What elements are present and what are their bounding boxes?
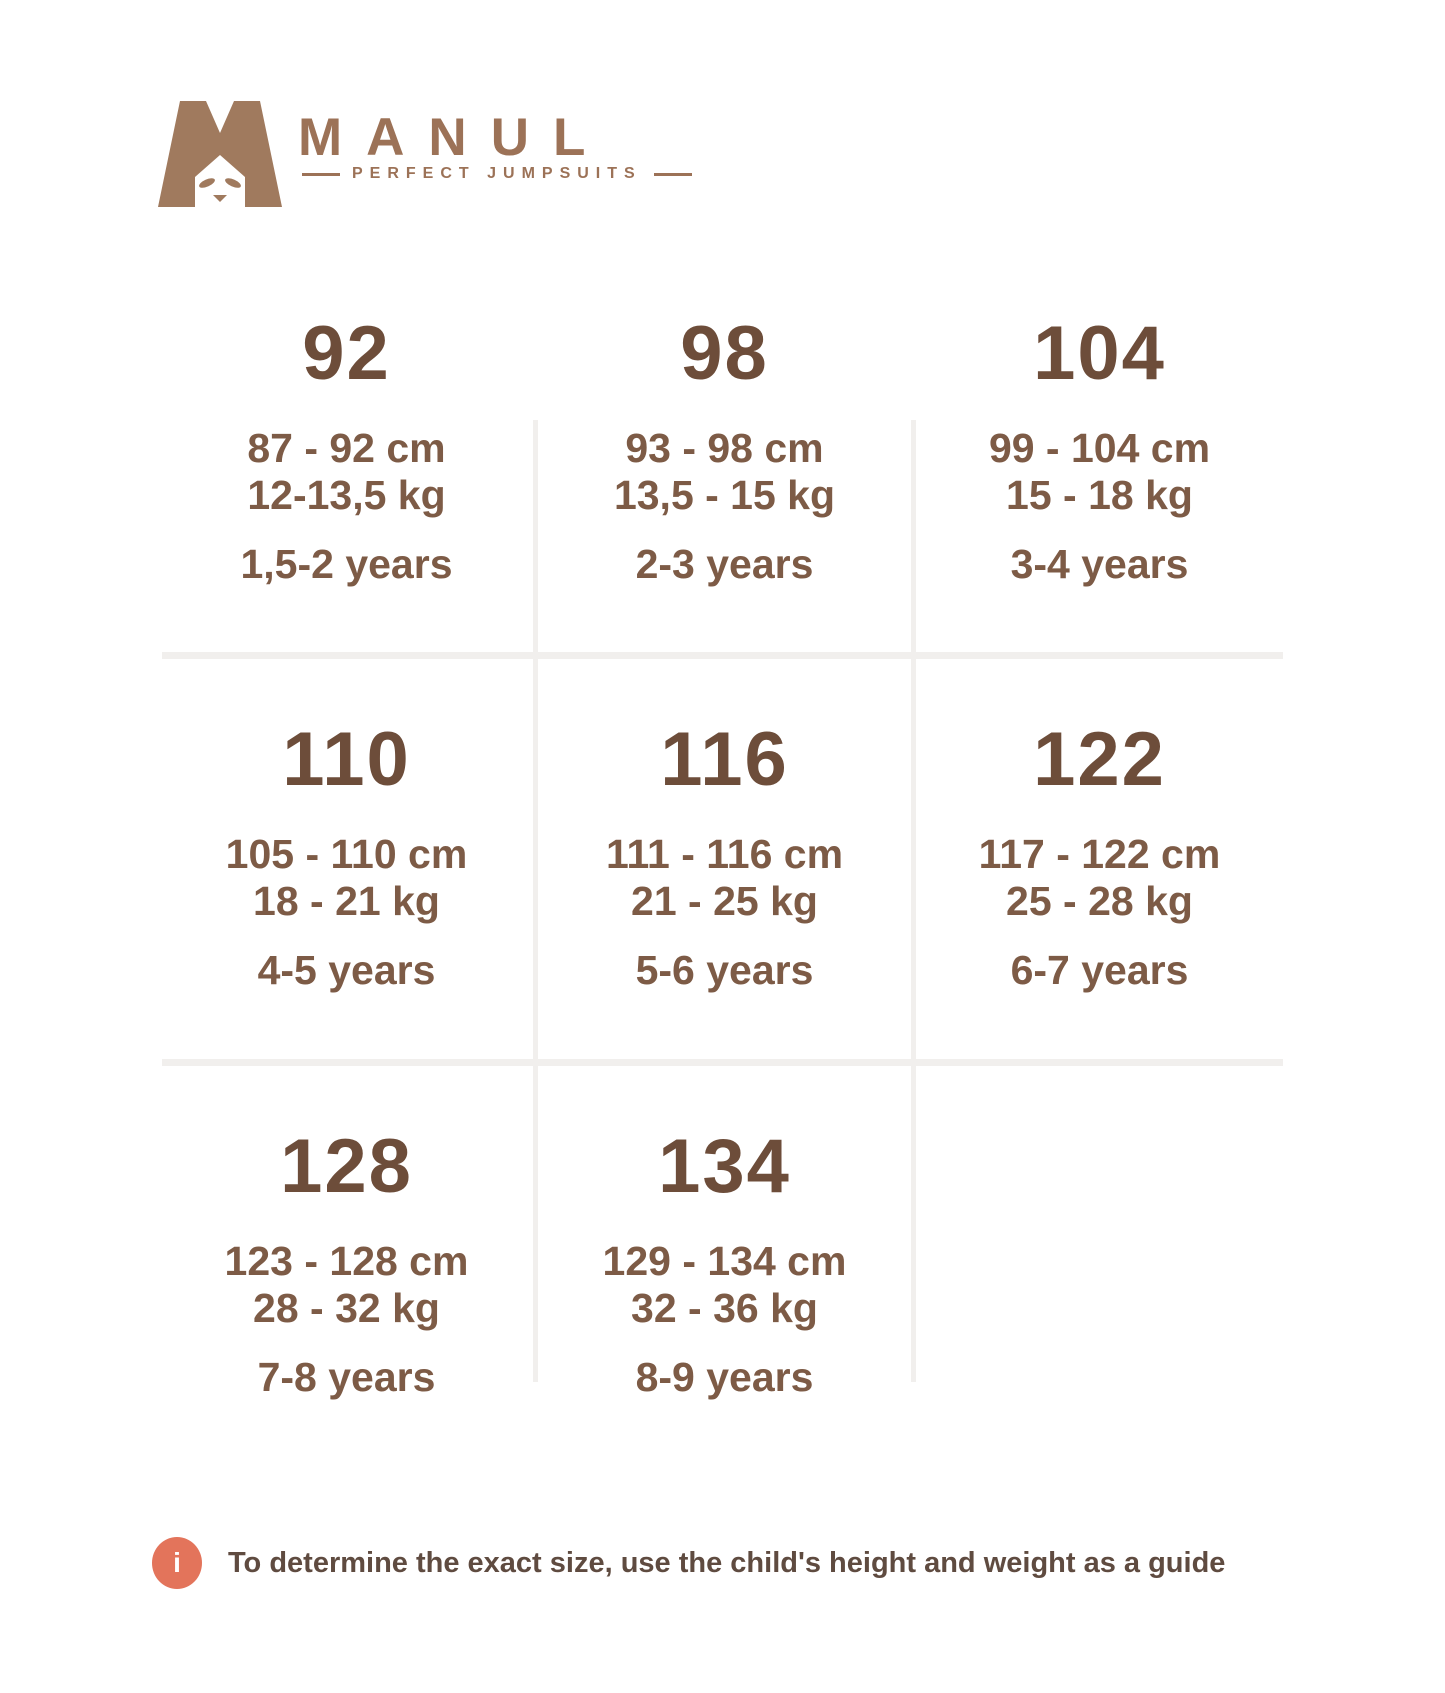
brand-logo: MANUL PERFECT JUMPSUITS: [150, 95, 692, 220]
size-label: 104: [1033, 311, 1166, 396]
height-range: 129 - 134 cm: [602, 1238, 847, 1284]
grid-horizontal-divider-2: [162, 1059, 1283, 1066]
height-range: 93 - 98 cm: [625, 425, 824, 471]
grid-vertical-divider: [911, 420, 916, 652]
age-range: 5-6 years: [635, 947, 814, 993]
brand-tagline-row: PERFECT JUMPSUITS: [302, 165, 692, 183]
age-range: 4-5 years: [257, 947, 436, 993]
size-label: 116: [660, 717, 789, 802]
height-range: 123 - 128 cm: [224, 1238, 469, 1284]
grid-horizontal-divider-1: [162, 652, 1283, 659]
grid-vertical-divider: [533, 1066, 538, 1382]
age-range: 3-4 years: [1010, 541, 1189, 587]
weight-range: 13,5 - 15 kg: [613, 472, 836, 518]
weight-range: 28 - 32 kg: [253, 1285, 440, 1331]
note-text: To determine the exact size, use the chi…: [228, 1546, 1226, 1579]
size-label: 128: [280, 1124, 413, 1209]
manul-cat-m-icon: [158, 101, 282, 207]
height-range: 117 - 122 cm: [978, 831, 1221, 877]
size-guide-note: i To determine the exact size, use the c…: [152, 1537, 1225, 1589]
size-label: 122: [1033, 717, 1166, 802]
age-range: 2-3 years: [635, 541, 814, 587]
height-range: 111 - 116 cm: [605, 831, 844, 877]
grid-vertical-divider: [533, 659, 538, 1059]
age-range: 7-8 years: [257, 1354, 436, 1400]
size-cell-104: 104 99 - 104 cm 15 - 18 kg 3-4 years: [916, 316, 1283, 588]
weight-range: 32 - 36 kg: [631, 1285, 818, 1331]
size-label: 110: [282, 717, 411, 802]
brand-name: MANUL: [298, 108, 610, 167]
size-cell-134: 134 129 - 134 cm 32 - 36 kg 8-9 years: [538, 1129, 911, 1401]
weight-range: 25 - 28 kg: [1006, 878, 1193, 924]
size-cell-92: 92 87 - 92 cm 12-13,5 kg 1,5-2 years: [160, 316, 533, 588]
weight-range: 21 - 25 kg: [631, 878, 818, 924]
weight-range: 18 - 21 kg: [253, 878, 440, 924]
size-cell-116: 116 111 - 116 cm 21 - 25 kg 5-6 years: [538, 722, 911, 994]
size-cell-122: 122 117 - 122 cm 25 - 28 kg 6-7 years: [916, 722, 1283, 994]
size-cell-98: 98 93 - 98 cm 13,5 - 15 kg 2-3 years: [538, 316, 911, 588]
info-icon: i: [152, 1537, 202, 1589]
grid-vertical-divider: [533, 420, 538, 652]
grid-vertical-divider: [911, 1066, 916, 1382]
tagline-left-dash: [302, 172, 340, 176]
age-range: 1,5-2 years: [240, 541, 453, 587]
grid-vertical-divider: [911, 659, 916, 1059]
age-range: 8-9 years: [635, 1354, 814, 1400]
brand-tagline: PERFECT JUMPSUITS: [352, 165, 642, 182]
height-range: 105 - 110 cm: [225, 831, 468, 877]
weight-range: 12-13,5 kg: [247, 472, 446, 518]
tagline-right-dash: [653, 172, 692, 176]
size-cell-128: 128 123 - 128 cm 28 - 32 kg 7-8 years: [160, 1129, 533, 1401]
size-label: 134: [658, 1124, 791, 1209]
size-label: 92: [302, 311, 391, 396]
size-label: 98: [680, 311, 769, 396]
height-range: 99 - 104 cm: [988, 425, 1211, 471]
age-range: 6-7 years: [1010, 947, 1189, 993]
height-range: 87 - 92 cm: [247, 425, 446, 471]
weight-range: 15 - 18 kg: [1006, 472, 1193, 518]
size-cell-110: 110 105 - 110 cm 18 - 21 kg 4-5 years: [160, 722, 533, 994]
